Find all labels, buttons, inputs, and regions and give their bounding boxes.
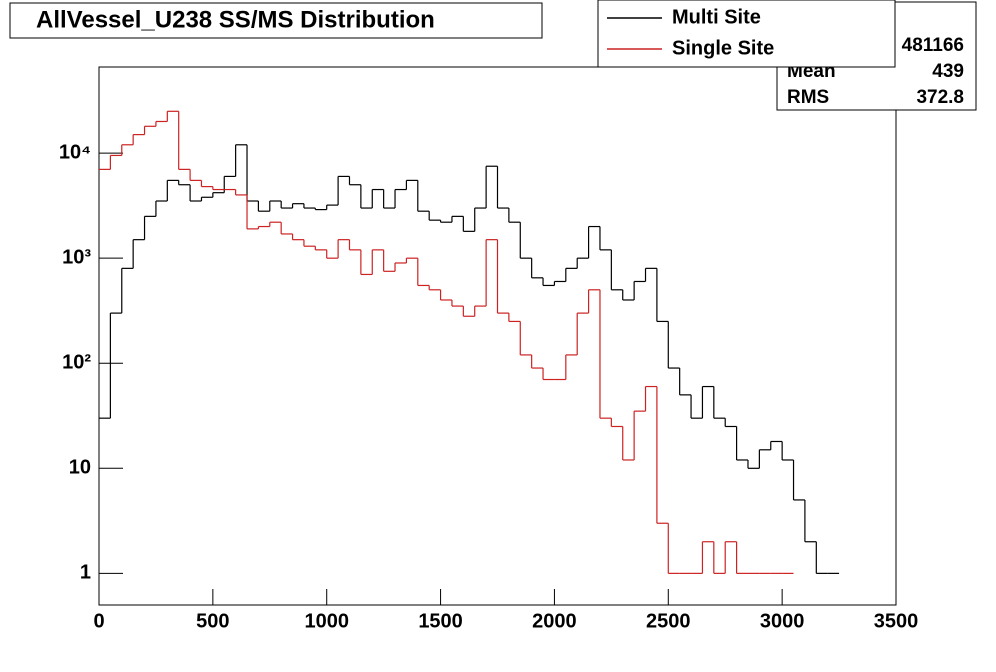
stats-value: 372.8 [916,87,964,108]
x-tick-label: 2000 [532,610,577,632]
x-tick-label: 3000 [760,610,805,632]
x-tick-label: 3500 [874,610,919,632]
x-tick-label: 500 [196,610,229,632]
title-box [9,2,543,39]
plot-frame [98,66,897,606]
x-tick-label: 2500 [646,610,691,632]
y-tick-label: 10³ [62,246,91,268]
y-tick-label: 10² [62,352,91,374]
legend-label: Multi Site [672,6,761,28]
stats-name: RMS [787,87,829,108]
x-tick-label: 1500 [418,610,463,632]
x-tick-label: 0 [93,610,104,632]
stats-value: 481166 [902,35,964,56]
x-tick-label: 1000 [304,610,349,632]
y-tick-label: 1 [80,562,91,584]
legend-label: Single Site [672,37,774,59]
plot-area [98,110,897,605]
chart-title: AllVessel_U238 SS/MS Distribution [36,6,435,33]
legend-box [597,0,896,68]
y-tick-label: 10 [69,457,91,479]
stats-value: 439 [932,61,964,82]
y-tick-label: 10⁴ [59,141,91,163]
legend: Multi Site Single Site [607,6,774,59]
